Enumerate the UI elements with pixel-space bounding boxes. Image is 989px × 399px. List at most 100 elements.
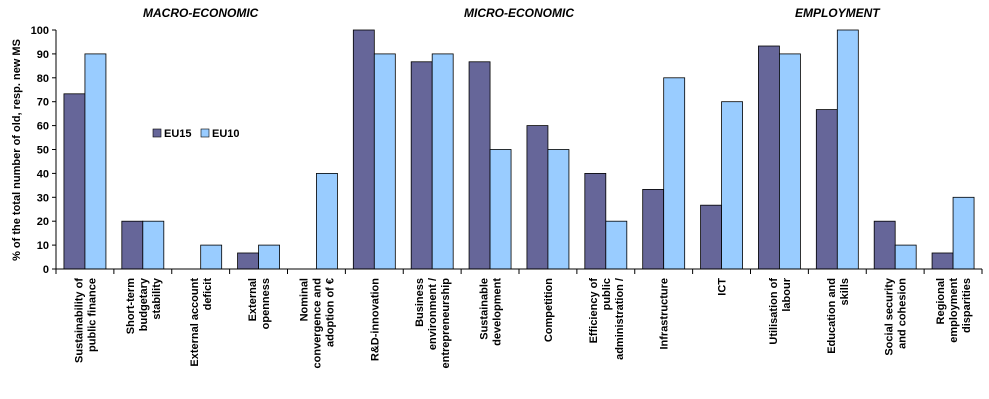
bar-eu10 <box>605 220 628 270</box>
x-category-label-line: environment / <box>427 278 439 350</box>
bar-eu15 <box>815 109 838 270</box>
bar-eu10 <box>258 244 280 270</box>
y-tick-label: 90 <box>37 49 49 61</box>
axes <box>55 30 983 274</box>
bar-eu15 <box>700 204 722 270</box>
x-category-label-line: Education and <box>826 278 838 354</box>
x-category-label-line: Sustainability of <box>73 278 85 363</box>
x-category-label: Business environment / entrepreneurship <box>414 278 452 369</box>
legend-label: EU10 <box>212 128 240 140</box>
x-category-label-line: Competition <box>543 278 555 342</box>
x-category-label-line: development <box>492 278 504 346</box>
bar-eu10 <box>721 101 743 270</box>
x-category-label: External account deficit <box>189 278 214 367</box>
group-label: MACRO-ECONOMIC <box>143 6 259 20</box>
y-tick-label: 50 <box>37 145 49 157</box>
y-tick-label: 60 <box>37 121 49 133</box>
x-category-label-line: External <box>247 278 259 321</box>
bar-eu15 <box>121 220 144 270</box>
bar-eu10 <box>316 172 338 270</box>
y-tick-label: 100 <box>31 25 49 37</box>
bar-eu15 <box>526 125 549 270</box>
bar-eu15 <box>642 189 665 270</box>
bar-eu10 <box>894 244 917 270</box>
x-category-label-line: public finance <box>86 278 98 352</box>
bar-eu10 <box>836 29 859 270</box>
y-tick-label: 10 <box>37 240 49 252</box>
legend-item-eu15: EU15 <box>152 128 192 140</box>
x-category-label: Sustainability of public finance <box>73 278 98 363</box>
x-category-label: Infrastructure <box>659 278 671 350</box>
x-category-label-line: deficit <box>202 278 214 311</box>
bar-eu15 <box>584 172 607 270</box>
bar-eu10 <box>373 53 396 270</box>
x-category-label-line: Infrastructure <box>659 278 671 350</box>
y-tick-label: 80 <box>37 73 49 85</box>
x-category-label-line: Utilisation of <box>768 278 780 345</box>
x-category-label: Social security and cohesion <box>884 277 909 356</box>
x-category-label: ICT <box>717 278 729 296</box>
x-category-label-line: Nominal <box>298 278 310 321</box>
bar-eu15 <box>758 45 780 270</box>
bar-eu10 <box>663 77 686 270</box>
x-category-label-line: ICT <box>717 278 729 296</box>
group-label: MICRO-ECONOMIC <box>464 6 574 20</box>
x-category-label-line: stability <box>151 277 163 319</box>
bar-eu10 <box>142 220 165 270</box>
x-category-label-line: Efficiency of <box>588 278 600 344</box>
y-tick-label: 0 <box>43 264 49 276</box>
x-category-label-line: employment <box>948 278 960 343</box>
x-category-label-line: External account <box>189 278 201 367</box>
x-category-label-line: Business <box>414 278 426 327</box>
bar-eu10 <box>431 53 454 270</box>
x-category-label: Competition <box>543 278 555 342</box>
group-label: EMPLOYMENT <box>795 6 881 20</box>
bar-eu10 <box>779 53 801 270</box>
x-category-label-line: Short-term <box>125 278 137 334</box>
bar-eu10 <box>84 53 107 270</box>
x-category-label: External openness <box>247 278 272 329</box>
legend-swatch <box>200 128 210 138</box>
x-category-label-line: disparities <box>961 278 973 333</box>
x-category-label-line: Sustainable <box>479 278 491 340</box>
x-category-label-line: and cohesion <box>897 278 909 349</box>
bar-eu15 <box>63 93 86 270</box>
bar-eu15 <box>931 252 954 270</box>
legend-swatch <box>152 128 162 138</box>
legend-item-eu10: EU10 <box>200 128 240 140</box>
x-category-label-line: budgetary <box>138 277 150 331</box>
x-category-label: Utilisation of labour <box>768 277 793 344</box>
y-tick-label: 40 <box>37 168 49 180</box>
x-category-label: Nominal convergence and adoption of € <box>298 278 336 368</box>
x-category-label-line: administration / <box>614 278 626 360</box>
x-category-label: R&D-innovation <box>369 278 381 361</box>
y-axis-ticks: 0 10 20 30 40 50 60 70 80 90 100 <box>31 25 56 276</box>
x-category-label: Efficiency of public administration / <box>588 278 626 360</box>
bar-eu15 <box>410 61 433 270</box>
group-labels: MACRO-ECONOMIC MICRO-ECONOMIC EMPLOYMENT <box>143 6 881 20</box>
bar-eu15 <box>237 252 259 270</box>
x-category-label-line: convergence and <box>311 278 323 368</box>
x-category-label: Short-term budgetary stability <box>125 277 163 334</box>
y-tick-label: 30 <box>37 192 49 204</box>
y-tick-label: 70 <box>37 97 49 109</box>
bars <box>63 29 975 270</box>
x-category-label-line: public <box>601 278 613 310</box>
x-category-label: Education and skills <box>826 278 851 354</box>
x-category-label-line: Regional <box>935 278 947 324</box>
bar-eu15 <box>873 220 896 270</box>
bar-eu15 <box>352 29 375 270</box>
x-category-label-line: openness <box>260 278 272 329</box>
x-category-label-line: labour <box>781 277 793 311</box>
x-category-label-line: R&D-innovation <box>369 278 381 361</box>
y-axis-label: % of the total number of old, resp. new … <box>11 39 23 261</box>
bar-eu10 <box>200 244 223 270</box>
y-tick-label: 20 <box>37 216 49 228</box>
x-category-label-line: Social security <box>884 277 896 356</box>
x-axis-labels: Sustainability of public finance Short-ter… <box>73 277 973 368</box>
x-category-label-line: entrepreneurship <box>440 278 452 369</box>
x-category-label-line: skills <box>839 278 851 306</box>
x-category-label: Sustainable development <box>479 278 504 346</box>
bar-eu10 <box>547 149 570 270</box>
